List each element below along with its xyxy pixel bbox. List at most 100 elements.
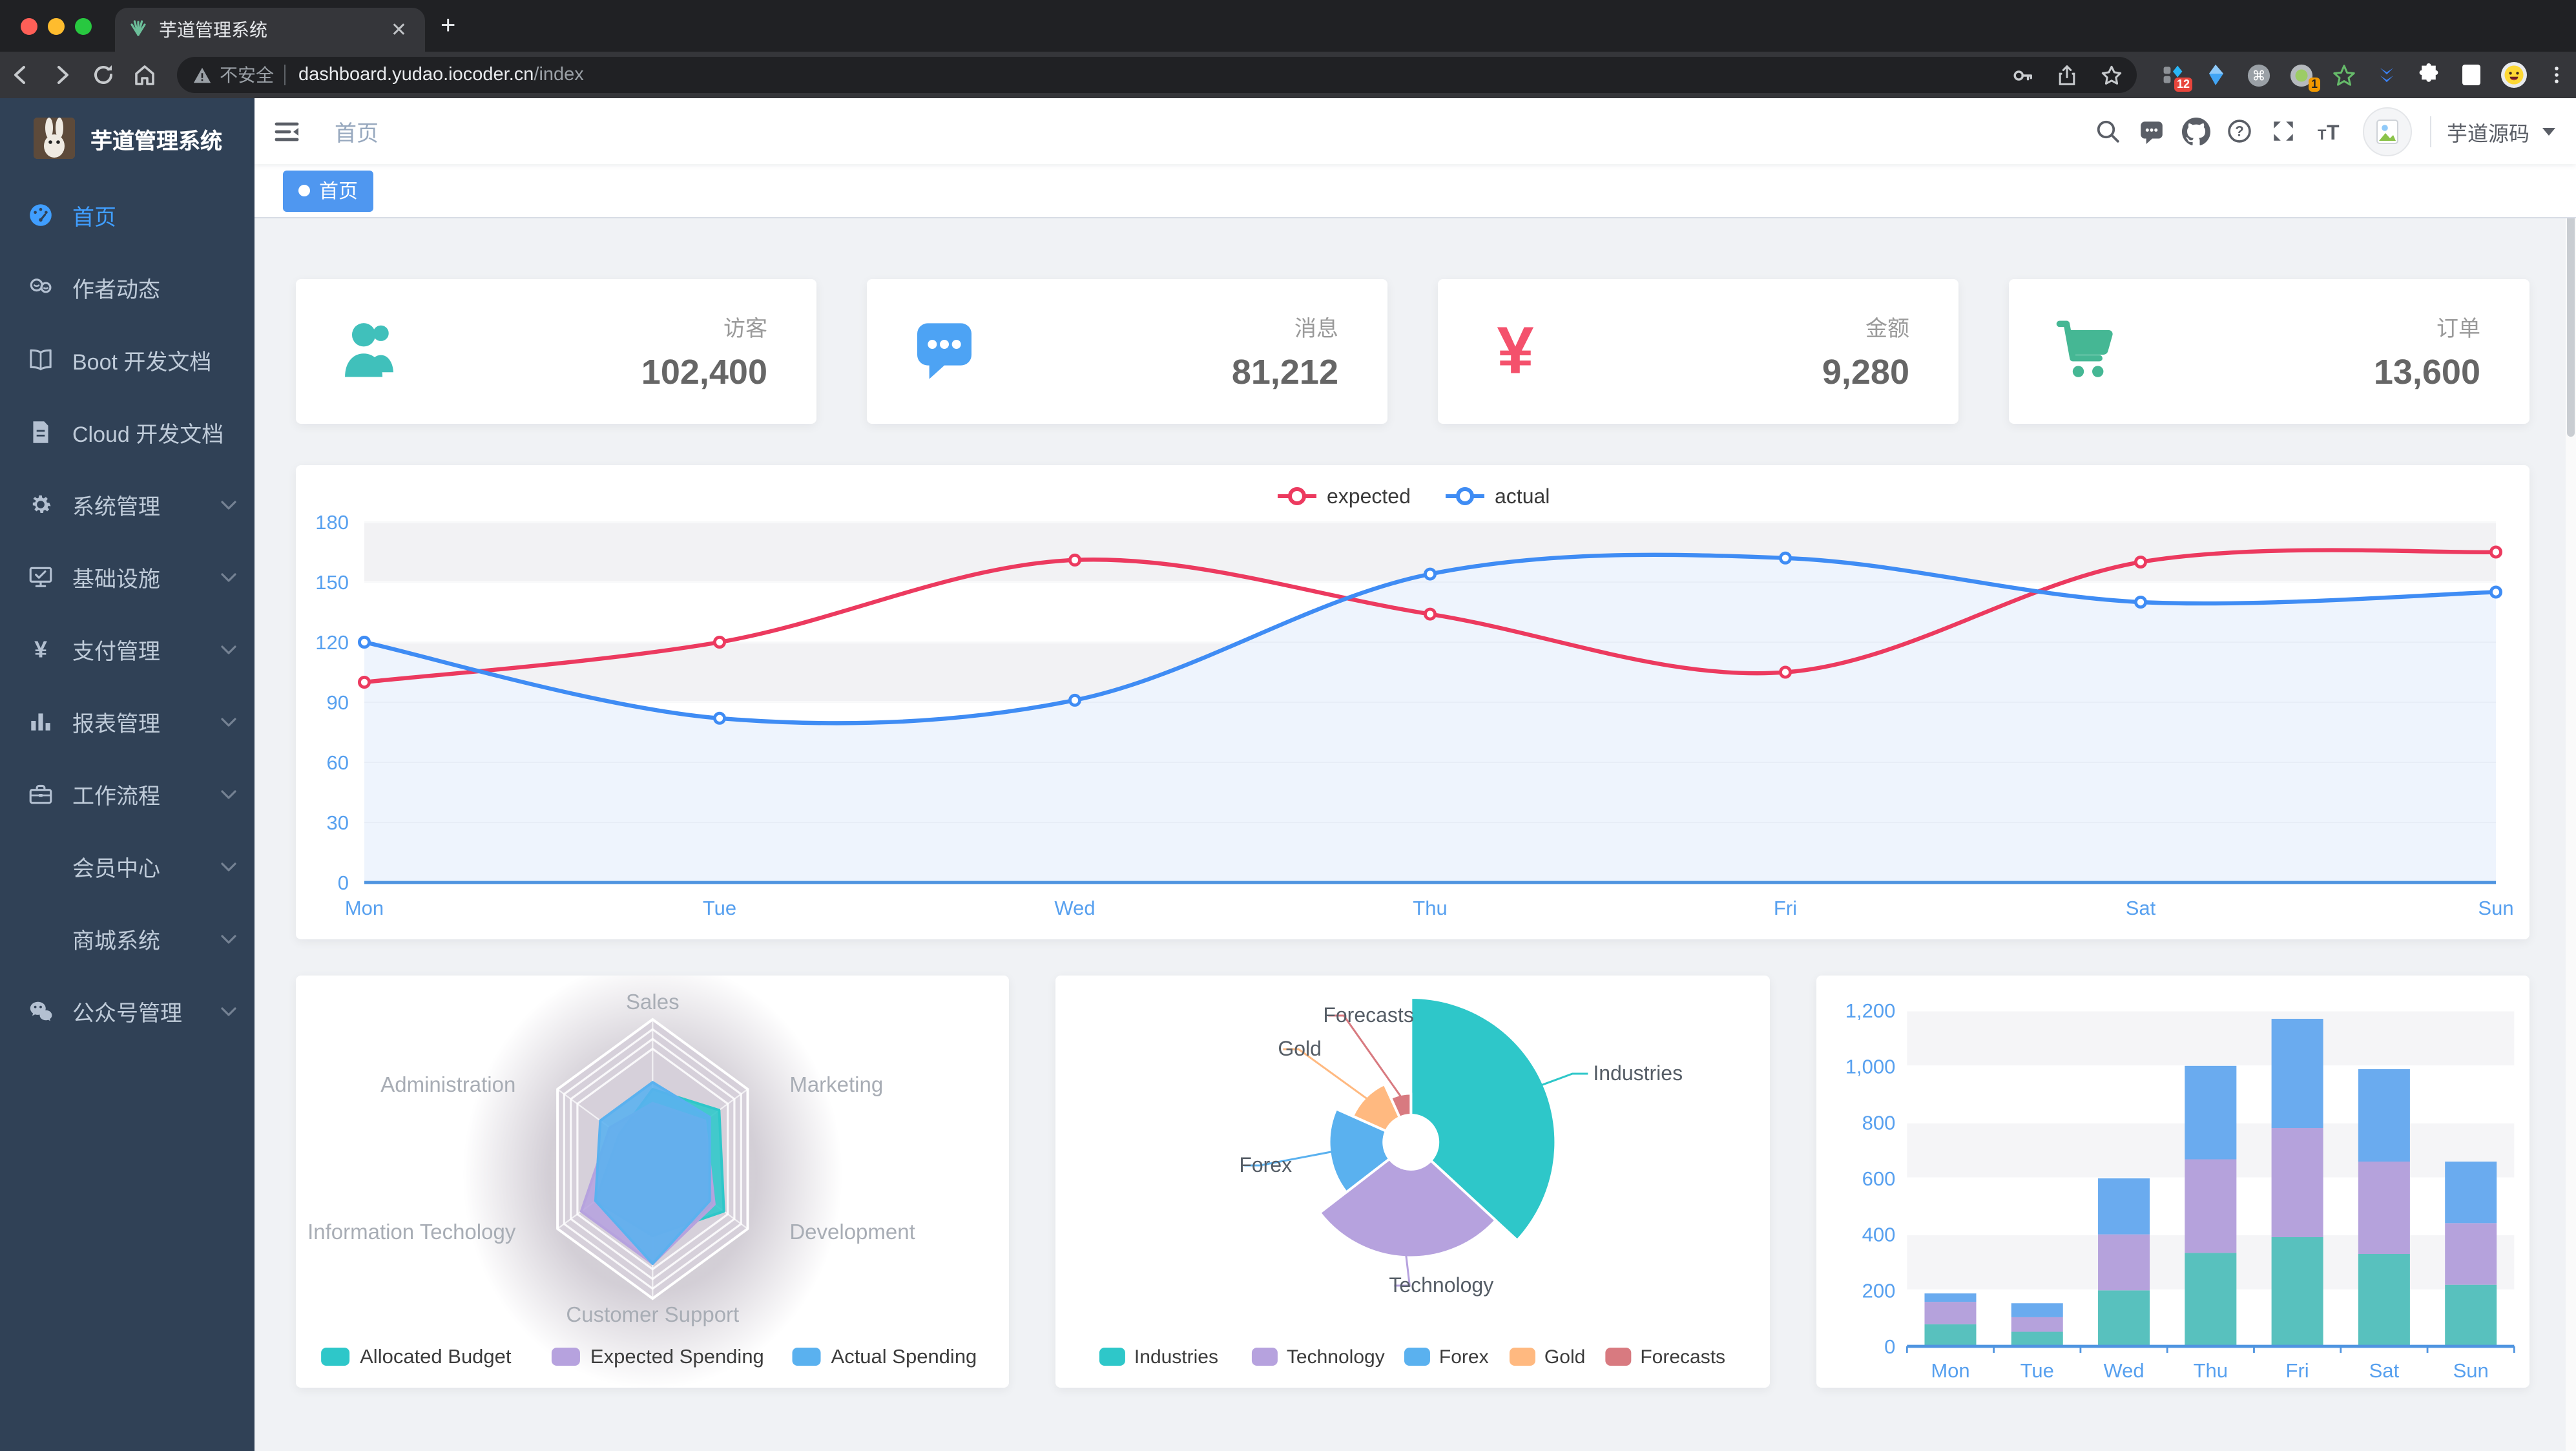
sidebar-item-5[interactable]: 系统管理 [0,468,254,540]
svg-text:800: 800 [1862,1111,1895,1134]
extensions-puzzle-icon[interactable] [2416,62,2442,88]
svg-text:T: T [2327,120,2340,143]
svg-text:Industries: Industries [1135,1346,1219,1368]
sidebar-item-3[interactable]: Boot 开发文档 [0,323,254,395]
sidebar-item-7[interactable]: ¥ 支付管理 [0,612,254,685]
macos-minimize-button[interactable] [48,18,65,35]
sidebar-item-1[interactable]: 首页 [0,178,254,251]
tab-close-icon[interactable]: ✕ [390,19,407,41]
svg-text:Gold: Gold [1545,1346,1586,1368]
new-tab-button[interactable]: + [441,12,456,40]
github-icon[interactable] [2174,105,2218,157]
back-icon[interactable] [0,57,41,93]
pie-chart-card: Industries Technology Forex Gold Forecasts In… [1055,976,1770,1388]
extensions-area: 12 ⌘ 1 [2160,52,2570,98]
fullscreen-icon[interactable] [2262,105,2306,157]
radar-chart[interactable]: Sales Marketing Development Customer Suppor… [296,976,1010,1388]
line-chart[interactable]: 0 30 60 90 120 150 180 Mon Tue Wed Thu Fri Sat Sun exp… [296,465,2529,939]
chevron-down-icon [221,780,236,806]
cart-icon [2050,313,2125,390]
people-icon [26,273,54,301]
logo[interactable]: 芋道管理系统 [0,98,254,178]
stat-value: 9,280 [1822,353,1909,391]
forward-icon[interactable] [41,57,83,93]
line-chart-card: 0 30 60 90 120 150 180 Mon Tue Wed Thu Fri Sat Sun exp… [296,465,2529,939]
sidebar-item-label: 工作流程 [72,784,160,808]
extension-recorder-icon[interactable]: 1 [2288,62,2320,92]
svg-text:expected: expected [1327,485,1411,508]
message-icon [908,315,981,388]
svg-text:Wed: Wed [1054,897,1095,919]
stat-card-3[interactable]: ¥ 金额 9,280 [1438,279,1958,424]
tags-view: 首页 [254,164,2576,218]
sidebar-item-8[interactable]: 报表管理 [0,685,254,757]
extension-blocker-icon[interactable]: 12 [2160,62,2192,92]
monitor-icon [26,562,54,590]
hamburger-icon[interactable] [254,98,319,164]
svg-text:60: 60 [327,751,349,774]
svg-text:400: 400 [1862,1224,1895,1246]
sidebar-item-label: 报表管理 [72,711,160,736]
browser-tab[interactable]: 芋道管理系统 ✕ [115,8,425,52]
sidebar-item-10[interactable]: 会员中心 [0,830,254,902]
address-bar[interactable]: 不安全 dashboard.yudao.iocoder.cn/index [177,57,2137,93]
sidebar-item-11[interactable]: 商城系统 [0,902,254,974]
divider [284,65,286,85]
extension-command-icon[interactable]: ⌘ [2245,62,2271,88]
svg-text:Thu: Thu [2193,1359,2227,1382]
sidebar-item-label: 会员中心 [72,856,160,881]
macos-zoom-button[interactable] [75,18,92,35]
stat-card-2[interactable]: 消息 81,212 [867,279,1387,424]
sidebar-item-label: 系统管理 [72,494,160,519]
macos-close-button[interactable] [21,18,37,35]
search-icon[interactable] [2086,105,2130,157]
stat-value: 13,600 [2373,353,2480,391]
sidebar-item-label: 支付管理 [72,639,160,663]
extension-badge: 1 [2308,78,2320,92]
extension-chevrons-icon[interactable] [2373,62,2399,88]
favicon-plant-icon [128,16,149,43]
user-name[interactable]: 芋道源码 [2446,123,2529,145]
side-panel-icon[interactable] [2458,62,2484,88]
bookmark-star-icon[interactable] [2099,63,2124,87]
password-key-icon[interactable] [2010,63,2035,87]
profile-avatar[interactable] [2501,62,2527,88]
browser-menu-icon[interactable] [2544,62,2570,88]
extension-kite-icon[interactable] [2203,62,2228,88]
svg-text:T: T [2318,126,2327,142]
caret-down-icon[interactable] [2542,127,2555,135]
sidebar-item-6[interactable]: 基础设施 [0,540,254,612]
tag-首页[interactable]: 首页 [283,170,374,211]
radar-chart-card: Sales Marketing Development Customer Suppor… [296,976,1010,1388]
divider [2429,116,2431,147]
dashboard-content: 访客 102,400 消息 81,212 ¥ 金额 9,280 订单 13,600 0 30 60 9… [254,218,2576,1451]
bar-chart[interactable]: 0 200 400 600 800 1,000 1,200 Mon Tue Wed Thu Fri Sa… [1816,976,2529,1388]
svg-text:Expected Spending: Expected Spending [590,1345,764,1368]
stat-label: 金额 [1865,317,1909,341]
home-icon[interactable] [124,57,165,93]
svg-text:600: 600 [1862,1167,1895,1190]
user-avatar[interactable] [2362,107,2412,156]
sidebar-item-4[interactable]: Cloud 开发文档 [0,395,254,468]
breadcrumb[interactable]: 首页 [335,121,379,146]
reload-icon[interactable] [83,57,124,93]
sidebar-item-9[interactable]: 工作流程 [0,757,254,830]
yen-icon: ¥ [26,634,54,663]
sidebar-item-2[interactable]: 作者动态 [0,251,254,323]
stat-card-1[interactable]: 访客 102,400 [296,279,816,424]
security-label[interactable]: 不安全 [220,65,274,85]
pie-chart[interactable]: IndustriesTechnologyForexGoldForecastsIn… [1056,976,1770,1388]
scrollbar[interactable] [2566,98,2576,1451]
help-icon[interactable]: ? [2218,105,2262,157]
svg-text:Forex: Forex [1440,1346,1490,1368]
svg-text:150: 150 [315,571,349,594]
sidebar-item-12[interactable]: 公众号管理 [0,974,254,1047]
stat-card-4[interactable]: 订单 13,600 [2009,279,2529,424]
message-icon[interactable] [2130,105,2174,157]
svg-text:Tue: Tue [2020,1359,2053,1382]
svg-text:Marketing: Marketing [789,1072,883,1096]
stat-value: 81,212 [1231,353,1338,391]
extension-star-icon[interactable] [2331,62,2356,88]
share-icon[interactable] [2055,63,2079,87]
